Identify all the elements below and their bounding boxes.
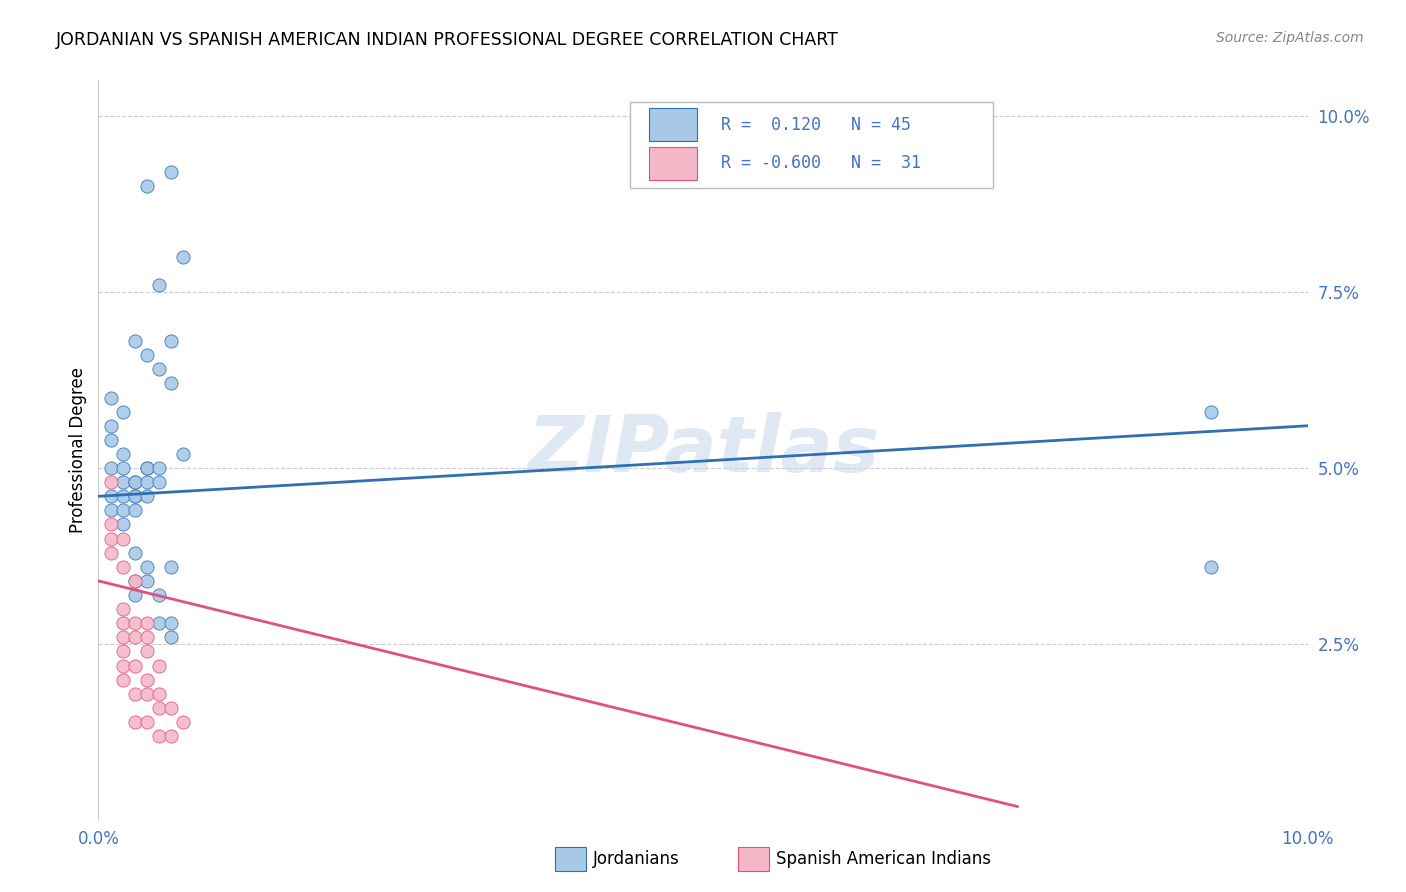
Point xyxy=(111,602,134,616)
Point xyxy=(135,475,157,490)
Point xyxy=(160,165,183,179)
Text: ZIPatlas: ZIPatlas xyxy=(527,412,879,489)
Point xyxy=(148,658,170,673)
Point xyxy=(148,616,170,631)
Point xyxy=(135,644,157,658)
Point xyxy=(100,433,122,447)
Point xyxy=(111,503,134,517)
Y-axis label: Professional Degree: Professional Degree xyxy=(69,368,87,533)
Point xyxy=(135,461,157,475)
Point xyxy=(111,673,134,687)
Point xyxy=(111,461,134,475)
Point xyxy=(100,391,122,405)
Point xyxy=(135,630,157,644)
Point xyxy=(135,489,157,503)
Point xyxy=(148,277,170,292)
Point xyxy=(148,729,170,743)
Point xyxy=(135,461,157,475)
Point xyxy=(135,616,157,631)
Point xyxy=(148,461,170,475)
Point xyxy=(100,489,122,503)
Point xyxy=(124,616,146,631)
Point xyxy=(1199,559,1222,574)
Text: Source: ZipAtlas.com: Source: ZipAtlas.com xyxy=(1216,31,1364,45)
Point xyxy=(100,517,122,532)
Point xyxy=(148,701,170,715)
Point xyxy=(160,334,183,348)
FancyBboxPatch shape xyxy=(630,103,993,187)
Point xyxy=(160,376,183,391)
Point xyxy=(111,616,134,631)
Point xyxy=(135,559,157,574)
Point xyxy=(148,588,170,602)
Point xyxy=(111,658,134,673)
Point xyxy=(124,546,146,560)
Point xyxy=(124,475,146,490)
Point xyxy=(135,714,157,729)
Text: JORDANIAN VS SPANISH AMERICAN INDIAN PROFESSIONAL DEGREE CORRELATION CHART: JORDANIAN VS SPANISH AMERICAN INDIAN PRO… xyxy=(56,31,839,49)
Point xyxy=(124,489,146,503)
Point xyxy=(100,503,122,517)
Point xyxy=(124,489,146,503)
Point xyxy=(160,559,183,574)
Point xyxy=(135,574,157,588)
Text: R = -0.600   N =  31: R = -0.600 N = 31 xyxy=(721,154,921,172)
Point xyxy=(100,546,122,560)
Point xyxy=(160,701,183,715)
Point xyxy=(124,503,146,517)
Point xyxy=(124,574,146,588)
Point xyxy=(111,475,134,490)
Point xyxy=(124,588,146,602)
Point xyxy=(160,729,183,743)
Point xyxy=(100,532,122,546)
Point xyxy=(124,658,146,673)
Point xyxy=(124,334,146,348)
Point xyxy=(124,714,146,729)
Point xyxy=(111,405,134,419)
FancyBboxPatch shape xyxy=(648,146,697,180)
Point xyxy=(135,179,157,194)
Point xyxy=(172,250,194,264)
Point xyxy=(124,475,146,490)
Point xyxy=(148,687,170,701)
Point xyxy=(111,489,134,503)
Point xyxy=(148,362,170,376)
Point xyxy=(172,714,194,729)
Point xyxy=(111,559,134,574)
FancyBboxPatch shape xyxy=(648,108,697,141)
Point xyxy=(135,348,157,362)
Point xyxy=(100,475,122,490)
Text: Jordanians: Jordanians xyxy=(593,850,681,868)
Point xyxy=(135,687,157,701)
Point xyxy=(124,630,146,644)
Point xyxy=(111,517,134,532)
Point xyxy=(124,687,146,701)
Text: Spanish American Indians: Spanish American Indians xyxy=(776,850,991,868)
Point xyxy=(111,447,134,461)
Point xyxy=(111,644,134,658)
Text: R =  0.120   N = 45: R = 0.120 N = 45 xyxy=(721,116,911,134)
Point xyxy=(111,630,134,644)
Point xyxy=(135,673,157,687)
Point xyxy=(160,616,183,631)
Point xyxy=(160,630,183,644)
Point xyxy=(100,461,122,475)
Point xyxy=(124,574,146,588)
Point xyxy=(1199,405,1222,419)
Point xyxy=(111,532,134,546)
Point xyxy=(148,475,170,490)
Point xyxy=(100,418,122,433)
Point xyxy=(172,447,194,461)
